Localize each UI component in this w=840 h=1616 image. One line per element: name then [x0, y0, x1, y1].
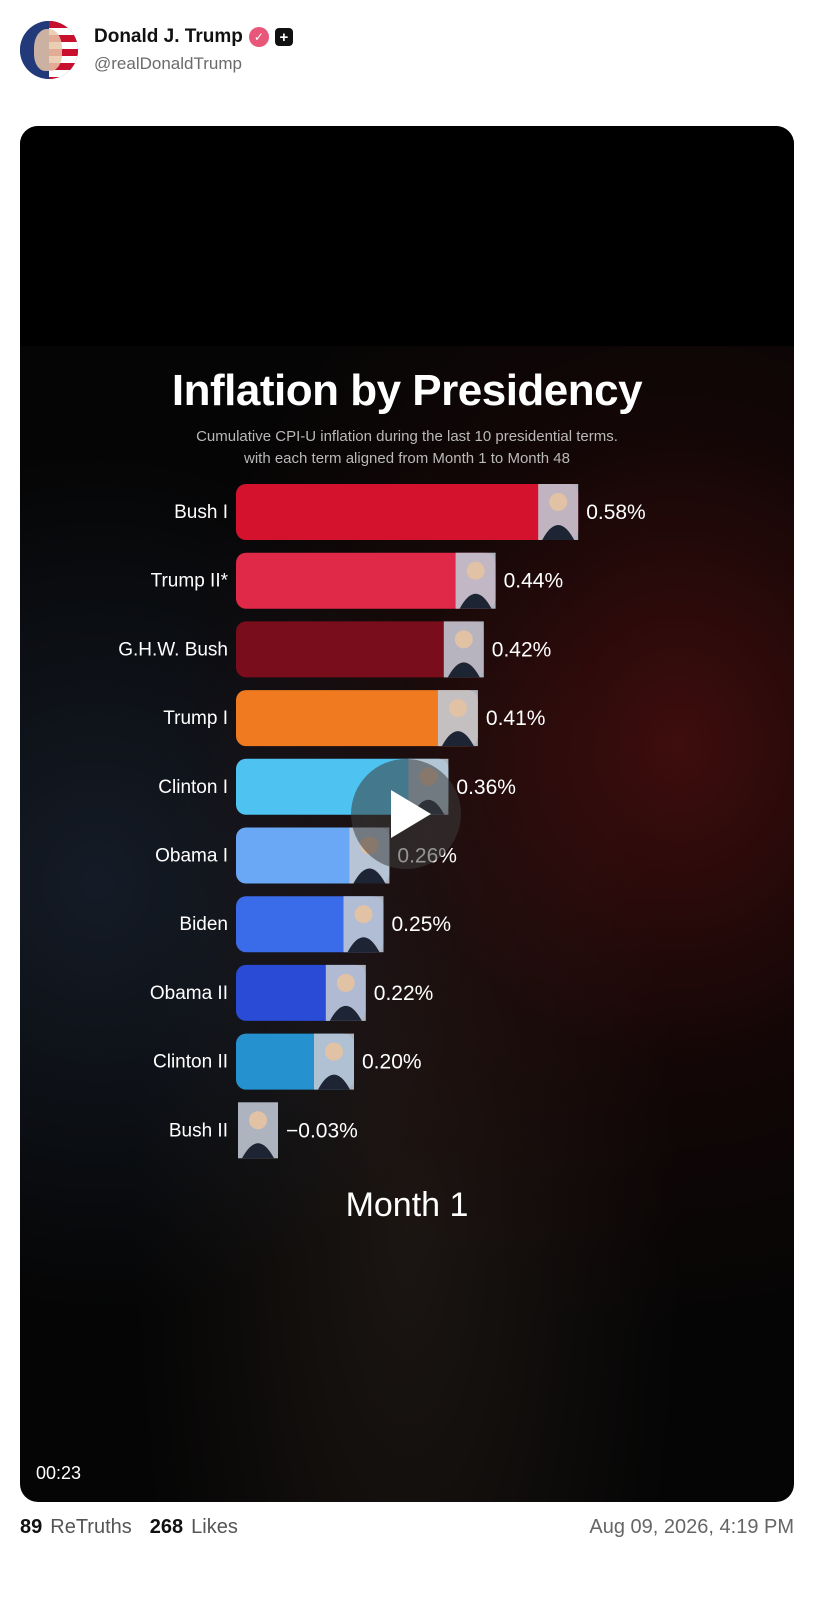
chart-title: Inflation by Presidency	[171, 366, 643, 415]
bar-chart: Bush I 0.58% Trump II* 0.44% G.H.W. Bush 0.42…	[118, 484, 646, 1159]
post-header: Donald J. Trump ✓ + @realDonaldTrump	[20, 20, 293, 80]
value-label-g-h-w-bush: 0.42%	[492, 638, 552, 661]
avatar-face	[34, 29, 62, 71]
retruths-count[interactable]: 89	[20, 1516, 43, 1538]
value-label-obama-ii: 0.22%	[374, 982, 434, 1005]
bar-trump-ii	[236, 552, 496, 609]
portrait-obama-ii	[325, 964, 366, 1021]
video-top-dark	[20, 126, 794, 346]
value-label-biden: 0.25%	[392, 913, 452, 936]
category-label-clinton-i: Clinton I	[158, 777, 228, 798]
chart-subtitle-line-2: with each term aligned from Month 1 to M…	[243, 450, 570, 467]
post-footer: 89 ReTruths 268 Likes Aug 09, 2026, 4:19…	[20, 1516, 794, 1539]
likes-count[interactable]: 268	[149, 1516, 184, 1538]
bar-g-h-w-bush	[236, 621, 484, 678]
value-label-trump-i: 0.41%	[486, 707, 546, 730]
portrait-bush-i	[538, 484, 579, 540]
verified-badge-icon: ✓	[248, 27, 269, 47]
value-label-bush-ii: −0.03%	[286, 1119, 358, 1142]
month-label: Month 1	[345, 1186, 469, 1224]
category-label-bush-ii: Bush II	[169, 1120, 228, 1141]
name-row: Donald J. Trump ✓ +	[94, 26, 293, 48]
category-label-biden: Biden	[179, 914, 228, 935]
avatar[interactable]	[20, 21, 78, 79]
category-label-obama-i: Obama I	[155, 846, 228, 867]
bar-bush-i	[236, 484, 579, 540]
video-duration: 00:23	[36, 1463, 82, 1483]
author-block: Donald J. Trump ✓ + @realDonaldTrump	[94, 26, 293, 74]
video-player[interactable]: Inflation by Presidency Cumulative CPI-U…	[20, 126, 794, 1502]
category-label-clinton-ii: Clinton II	[153, 1052, 228, 1073]
play-icon	[391, 790, 431, 838]
chart-subtitle-line-1: Cumulative CPI-U inflation during the la…	[196, 428, 618, 445]
retruths-label[interactable]: ReTruths	[50, 1516, 132, 1538]
category-label-trump-ii: Trump II*	[151, 571, 229, 592]
category-label-bush-i: Bush I	[174, 502, 228, 523]
value-label-bush-i: 0.58%	[586, 501, 646, 524]
category-label-trump-i: Trump I	[163, 708, 228, 729]
value-label-trump-ii: 0.44%	[504, 570, 564, 593]
post-timestamp[interactable]: Aug 09, 2026, 4:19 PM	[589, 1516, 794, 1538]
play-button[interactable]	[351, 759, 461, 869]
plus-icon[interactable]: +	[274, 28, 293, 46]
portrait-trump-i	[437, 690, 478, 747]
value-label-clinton-ii: 0.20%	[362, 1051, 422, 1074]
bar-trump-i	[236, 690, 478, 747]
portrait-biden	[343, 896, 384, 953]
portrait-clinton-ii	[314, 1033, 354, 1090]
display-name[interactable]: Donald J. Trump	[94, 26, 243, 47]
category-label-obama-ii: Obama II	[150, 983, 228, 1004]
user-handle[interactable]: @realDonaldTrump	[94, 54, 242, 73]
portrait-trump-ii	[455, 552, 496, 609]
portrait-g-h-w-bush	[443, 621, 484, 678]
chart-subtitle: Cumulative CPI-U inflation during the la…	[20, 426, 794, 470]
likes-label[interactable]: Likes	[191, 1516, 238, 1538]
category-label-g-h-w-bush: G.H.W. Bush	[118, 639, 228, 660]
portrait-bush-ii	[238, 1102, 278, 1159]
value-label-clinton-i: 0.36%	[456, 776, 516, 799]
